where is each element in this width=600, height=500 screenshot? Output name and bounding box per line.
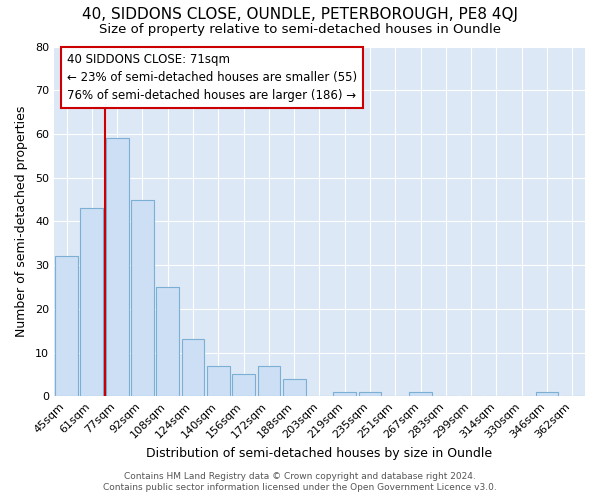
Text: Contains HM Land Registry data © Crown copyright and database right 2024.
Contai: Contains HM Land Registry data © Crown c… — [103, 472, 497, 492]
Bar — [131, 200, 154, 396]
Text: 40, SIDDONS CLOSE, OUNDLE, PETERBOROUGH, PE8 4QJ: 40, SIDDONS CLOSE, OUNDLE, PETERBOROUGH,… — [82, 8, 518, 22]
Bar — [257, 366, 280, 396]
Bar — [334, 392, 356, 396]
Bar — [232, 374, 255, 396]
Text: 40 SIDDONS CLOSE: 71sqm
← 23% of semi-detached houses are smaller (55)
76% of se: 40 SIDDONS CLOSE: 71sqm ← 23% of semi-de… — [67, 53, 358, 102]
Bar — [157, 287, 179, 396]
Bar — [283, 378, 305, 396]
Text: Size of property relative to semi-detached houses in Oundle: Size of property relative to semi-detach… — [99, 22, 501, 36]
Bar — [182, 340, 205, 396]
Y-axis label: Number of semi-detached properties: Number of semi-detached properties — [15, 106, 28, 337]
Bar — [359, 392, 382, 396]
Bar — [536, 392, 559, 396]
X-axis label: Distribution of semi-detached houses by size in Oundle: Distribution of semi-detached houses by … — [146, 447, 493, 460]
Bar — [207, 366, 230, 396]
Bar — [409, 392, 432, 396]
Bar — [55, 256, 78, 396]
Bar — [80, 208, 103, 396]
Bar — [106, 138, 128, 396]
